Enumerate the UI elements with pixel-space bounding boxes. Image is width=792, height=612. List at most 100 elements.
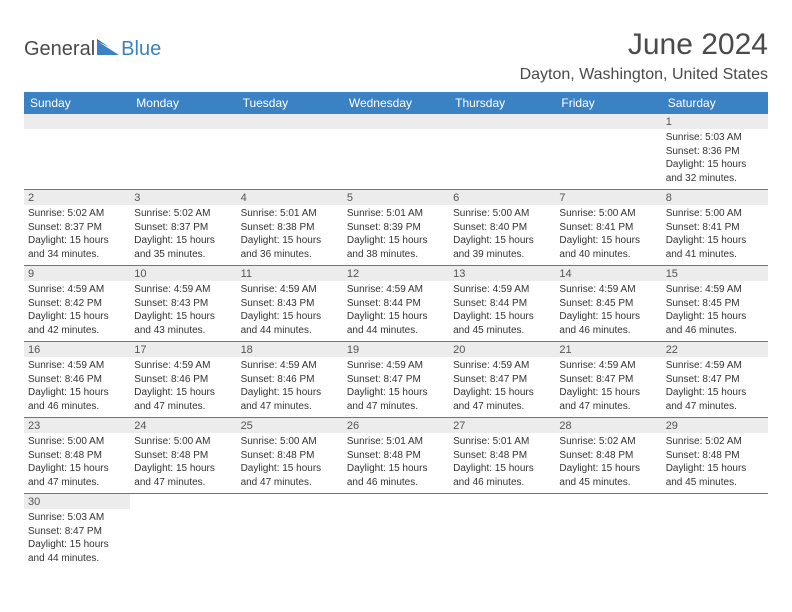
day-details xyxy=(449,129,555,135)
day-details xyxy=(555,509,661,515)
daylight-line: Daylight: 15 hours and 39 minutes. xyxy=(453,234,551,261)
daylight-line: Daylight: 15 hours and 46 minutes. xyxy=(666,310,764,337)
sunrise-line: Sunrise: 5:02 AM xyxy=(28,207,126,221)
sunset-line: Sunset: 8:42 PM xyxy=(28,297,126,311)
daylight-line: Daylight: 15 hours and 40 minutes. xyxy=(559,234,657,261)
date-number: 1 xyxy=(662,114,768,129)
daylight-line: Daylight: 15 hours and 44 minutes. xyxy=(28,538,126,565)
day-cell: 13 Sunrise: 4:59 AMSunset: 8:44 PMDayligh… xyxy=(449,266,555,341)
day-cell: 16Sunrise: 4:59 AMSunset: 8:46 PMDayligh… xyxy=(24,342,130,417)
calendar: SundayMondayTuesdayWednesdayThursdayFrid… xyxy=(24,92,768,569)
day-details: Sunrise: 4:59 AMSunset: 8:46 PMDaylight:… xyxy=(237,357,343,417)
day-cell: 25Sunrise: 5:00 AMSunset: 8:48 PMDayligh… xyxy=(237,418,343,493)
sunset-line: Sunset: 8:48 PM xyxy=(453,449,551,463)
date-number: 2 xyxy=(24,190,130,205)
sunset-line: Sunset: 8:47 PM xyxy=(347,373,445,387)
daylight-line: Daylight: 15 hours and 46 minutes. xyxy=(28,386,126,413)
sunset-line: Sunset: 8:44 PM xyxy=(453,297,551,311)
sunset-line: Sunset: 8:47 PM xyxy=(453,373,551,387)
day-cell: 5Sunrise: 5:01 AMSunset: 8:39 PMDaylight… xyxy=(343,190,449,265)
sunrise-line: Sunrise: 5:01 AM xyxy=(241,207,339,221)
sunset-line: Sunset: 8:41 PM xyxy=(666,221,764,235)
day-cell: 10Sunrise: 4:59 AMSunset: 8:43 PMDayligh… xyxy=(130,266,236,341)
date-number xyxy=(449,494,555,509)
daylight-line: Daylight: 15 hours and 46 minutes. xyxy=(347,462,445,489)
sunrise-line: Sunrise: 5:00 AM xyxy=(241,435,339,449)
daylight-line: Daylight: 15 hours and 34 minutes. xyxy=(28,234,126,261)
daylight-line: Daylight: 15 hours and 47 minutes. xyxy=(28,462,126,489)
day-cell: 20Sunrise: 4:59 AMSunset: 8:47 PMDayligh… xyxy=(449,342,555,417)
date-number: 13 xyxy=(449,266,555,281)
day-cell: 11Sunrise: 4:59 AMSunset: 8:43 PMDayligh… xyxy=(237,266,343,341)
sunrise-line: Sunrise: 5:01 AM xyxy=(347,207,445,221)
sunrise-line: Sunrise: 5:00 AM xyxy=(134,435,232,449)
sunrise-line: Sunrise: 4:59 AM xyxy=(559,283,657,297)
day-details: Sunrise: 4:59 AMSunset: 8:42 PMDaylight:… xyxy=(24,281,130,341)
sunset-line: Sunset: 8:36 PM xyxy=(666,145,764,159)
date-number: 28 xyxy=(555,418,661,433)
day-details: Sunrise: 4:59 AMSunset: 8:47 PMDaylight:… xyxy=(449,357,555,417)
date-number xyxy=(555,114,661,129)
day-cell: 29Sunrise: 5:02 AMSunset: 8:48 PMDayligh… xyxy=(662,418,768,493)
daylight-line: Daylight: 15 hours and 47 minutes. xyxy=(559,386,657,413)
day-details: Sunrise: 5:00 AMSunset: 8:48 PMDaylight:… xyxy=(237,433,343,493)
day-details xyxy=(555,129,661,135)
sunset-line: Sunset: 8:48 PM xyxy=(347,449,445,463)
header: General Blue June 2024 Dayton, Washingto… xyxy=(24,28,768,84)
day-details: Sunrise: 4:59 AMSunset: 8:46 PMDaylight:… xyxy=(130,357,236,417)
daylight-line: Daylight: 15 hours and 35 minutes. xyxy=(134,234,232,261)
day-cell xyxy=(130,114,236,189)
day-cell: 22Sunrise: 4:59 AMSunset: 8:47 PMDayligh… xyxy=(662,342,768,417)
sunset-line: Sunset: 8:45 PM xyxy=(559,297,657,311)
date-number: 3 xyxy=(130,190,236,205)
day-cell xyxy=(555,494,661,569)
day-details: Sunrise: 4:59 AMSunset: 8:47 PMDaylight:… xyxy=(343,357,449,417)
day-details: Sunrise: 4:59 AMSunset: 8:47 PMDaylight:… xyxy=(555,357,661,417)
day-cell: 27Sunrise: 5:01 AMSunset: 8:48 PMDayligh… xyxy=(449,418,555,493)
day-details xyxy=(237,509,343,515)
day-header: Tuesday xyxy=(237,92,343,114)
sunset-line: Sunset: 8:39 PM xyxy=(347,221,445,235)
day-cell: 15Sunrise: 4:59 AMSunset: 8:45 PMDayligh… xyxy=(662,266,768,341)
daylight-line: Daylight: 15 hours and 45 minutes. xyxy=(453,310,551,337)
sunrise-line: Sunrise: 5:00 AM xyxy=(666,207,764,221)
day-header: Thursday xyxy=(449,92,555,114)
daylight-line: Daylight: 15 hours and 45 minutes. xyxy=(666,462,764,489)
date-number: 16 xyxy=(24,342,130,357)
sunset-line: Sunset: 8:37 PM xyxy=(28,221,126,235)
sunrise-line: Sunrise: 5:01 AM xyxy=(453,435,551,449)
day-header: Monday xyxy=(130,92,236,114)
sunset-line: Sunset: 8:48 PM xyxy=(559,449,657,463)
daylight-line: Daylight: 15 hours and 46 minutes. xyxy=(453,462,551,489)
sunrise-line: Sunrise: 5:02 AM xyxy=(559,435,657,449)
date-number xyxy=(555,494,661,509)
day-details: Sunrise: 5:00 AMSunset: 8:48 PMDaylight:… xyxy=(24,433,130,493)
week-row: 16Sunrise: 4:59 AMSunset: 8:46 PMDayligh… xyxy=(24,342,768,418)
date-number xyxy=(24,114,130,129)
sunset-line: Sunset: 8:47 PM xyxy=(559,373,657,387)
day-cell: 9Sunrise: 4:59 AMSunset: 8:42 PMDaylight… xyxy=(24,266,130,341)
day-details xyxy=(662,509,768,515)
week-row: 30Sunrise: 5:03 AMSunset: 8:47 PMDayligh… xyxy=(24,494,768,569)
daylight-line: Daylight: 15 hours and 47 minutes. xyxy=(241,462,339,489)
sunset-line: Sunset: 8:46 PM xyxy=(134,373,232,387)
day-cell xyxy=(449,114,555,189)
day-details: Sunrise: 5:01 AMSunset: 8:38 PMDaylight:… xyxy=(237,205,343,265)
date-number: 8 xyxy=(662,190,768,205)
day-cell: 4Sunrise: 5:01 AMSunset: 8:38 PMDaylight… xyxy=(237,190,343,265)
day-details: Sunrise: 4:59 AMSunset: 8:43 PMDaylight:… xyxy=(237,281,343,341)
sunrise-line: Sunrise: 5:03 AM xyxy=(666,131,764,145)
sunrise-line: Sunrise: 4:59 AM xyxy=(453,283,551,297)
date-number: 6 xyxy=(449,190,555,205)
sunrise-line: Sunrise: 5:03 AM xyxy=(28,511,126,525)
sunrise-line: Sunrise: 4:59 AM xyxy=(28,359,126,373)
date-number xyxy=(237,494,343,509)
sunrise-line: Sunrise: 5:01 AM xyxy=(347,435,445,449)
sunrise-line: Sunrise: 4:59 AM xyxy=(347,359,445,373)
sunrise-line: Sunrise: 5:02 AM xyxy=(134,207,232,221)
date-number xyxy=(343,114,449,129)
sunrise-line: Sunrise: 4:59 AM xyxy=(453,359,551,373)
sunrise-line: Sunrise: 4:59 AM xyxy=(134,359,232,373)
daylight-line: Daylight: 15 hours and 44 minutes. xyxy=(347,310,445,337)
daylight-line: Daylight: 15 hours and 47 minutes. xyxy=(241,386,339,413)
